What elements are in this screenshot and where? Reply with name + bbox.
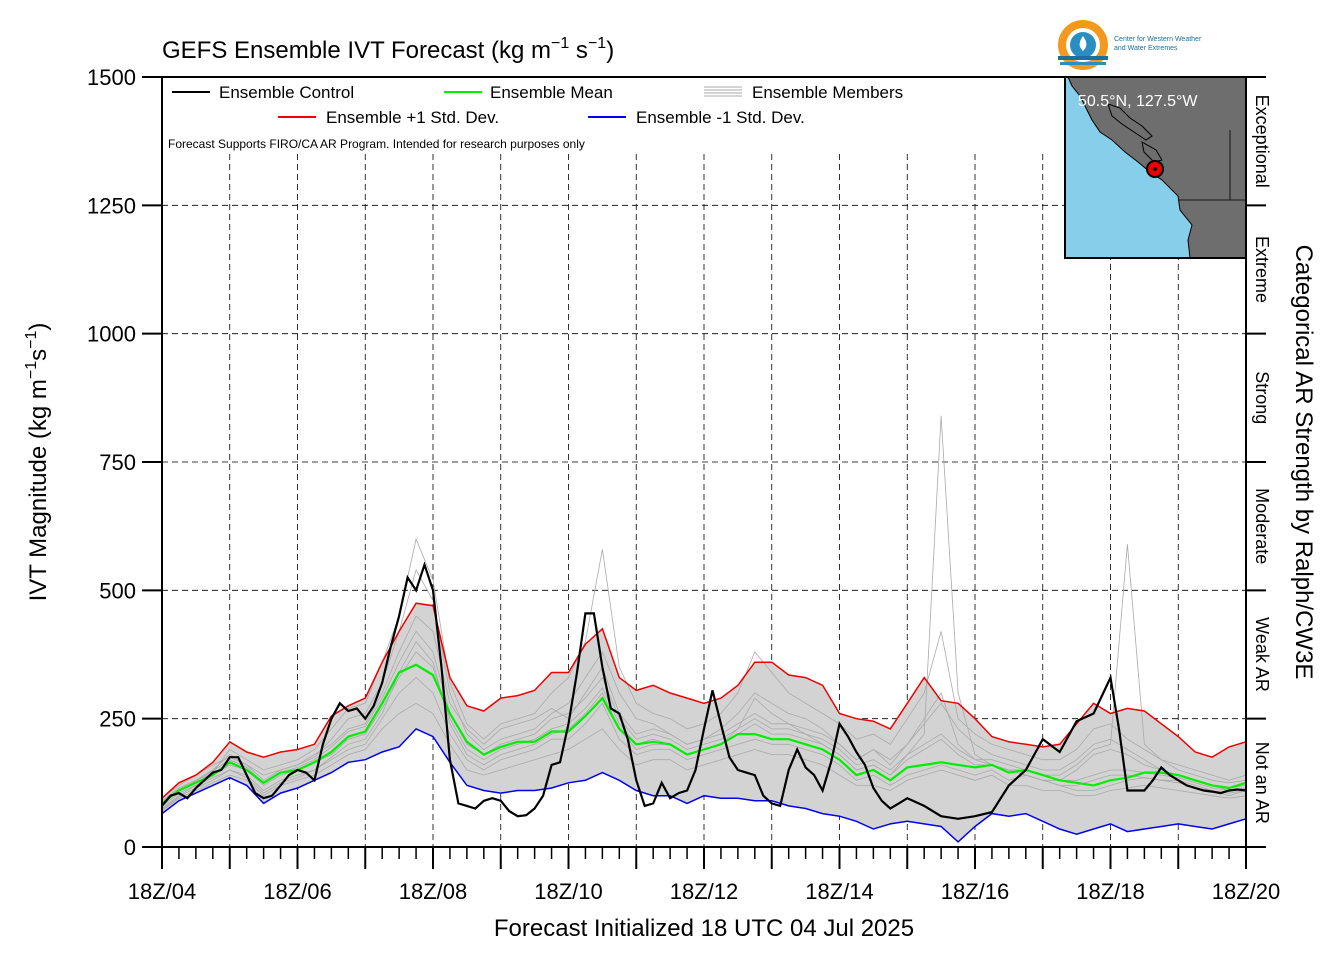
minus-sd-line: [161, 727, 1247, 843]
right-axis-title: Categorical AR Strength by Ralph/CW3E: [1290, 245, 1317, 680]
member-line: [161, 677, 1247, 809]
x-tick-label: 18Z/14: [805, 879, 874, 904]
plus-sd-line: [161, 602, 1247, 799]
y-axis-title: IVT Magnitude (kg m−1s−1): [23, 323, 52, 602]
y-tick-label: 1250: [87, 193, 136, 218]
y-tick-label: 500: [99, 578, 136, 603]
location-inset-map: 50.5°N, 127.5°W: [1064, 76, 1247, 259]
x-tick-label: 18Z/06: [263, 879, 332, 904]
x-tick-label: 18Z/18: [1076, 879, 1145, 904]
main-series: [161, 561, 1247, 843]
legend-plus-sd-label: Ensemble +1 Std. Dev.: [326, 108, 499, 127]
y-tick-label: 1500: [87, 65, 136, 90]
x-tick-label: 18Z/10: [534, 879, 603, 904]
x-tick-label: 18Z/04: [128, 879, 197, 904]
member-line: [161, 702, 1247, 812]
category-label: Extreme: [1252, 236, 1272, 303]
category-label: Weak AR: [1252, 617, 1272, 692]
cw3e-logo: Center for Western Weather and Water Ext…: [1058, 20, 1202, 70]
inset-location-label: 50.5°N, 127.5°W: [1078, 93, 1198, 110]
ar-category-axis: Not an AR Weak AR Moderate Strong Extreme Exc…: [1246, 76, 1272, 848]
legend-minus-sd-label: Ensemble -1 Std. Dev.: [636, 108, 805, 127]
category-label: Not an AR: [1252, 742, 1272, 824]
y-tick-label: 0: [124, 835, 136, 860]
y-axis: 0 250 500 750 1000 1250 1500: [87, 65, 162, 860]
category-label: Strong: [1252, 371, 1272, 424]
x-tick-label: 18Z/12: [670, 879, 739, 904]
legend-control-label: Ensemble Control: [219, 83, 354, 102]
logo-line-2: and Water Extremes: [1114, 45, 1178, 52]
legend-mean-label: Ensemble Mean: [490, 83, 613, 102]
member-line: [161, 544, 1247, 804]
x-axis-title: Forecast Initialized 18 UTC 04 Jul 2025: [494, 915, 914, 942]
y-tick-label: 750: [99, 450, 136, 475]
member-line: [161, 615, 1247, 799]
legend-members-label: Ensemble Members: [752, 83, 903, 102]
category-label: Moderate: [1252, 488, 1272, 564]
chart-title: GEFS Ensemble IVT Forecast (kg m−1 s−1): [162, 35, 614, 64]
x-tick-label: 18Z/20: [1212, 879, 1281, 904]
x-tick-label: 18Z/16: [941, 879, 1010, 904]
legend-members-swatch: [704, 86, 742, 97]
logo-line-1: Center for Western Weather: [1114, 36, 1202, 43]
y-tick-label: 250: [99, 707, 136, 732]
y-tick-label: 1000: [87, 322, 136, 347]
x-tick-label: 18Z/08: [399, 879, 468, 904]
x-axis: 18Z/04 18Z/06 18Z/08 18Z/10 18Z/12 18Z/14 18Z/…: [128, 847, 1281, 904]
legend: Ensemble Control Ensemble Mean Ensemble …: [168, 83, 903, 151]
research-note: Forecast Supports FIRO/CA AR Program. In…: [168, 137, 585, 151]
control-line: [161, 561, 1247, 820]
category-label: Exceptional: [1252, 95, 1272, 188]
mean-line: [161, 663, 1247, 805]
